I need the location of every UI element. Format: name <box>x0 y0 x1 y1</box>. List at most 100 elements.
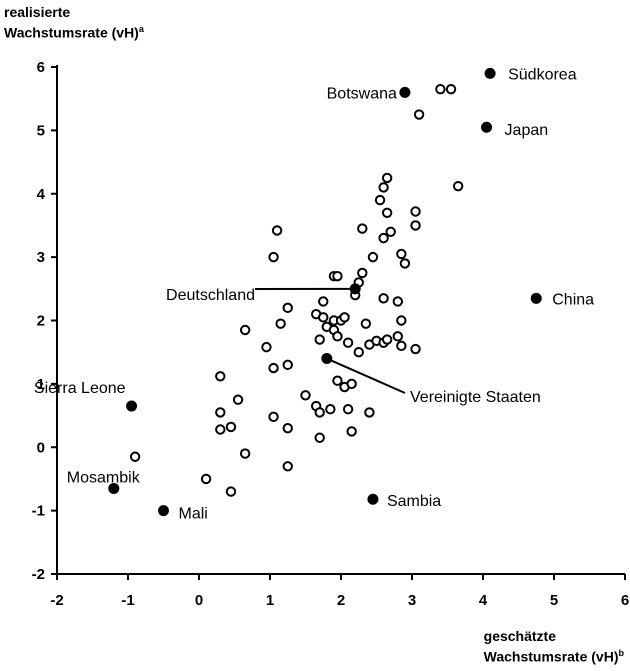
y-axis-title-text: Wachstumsrate (vH) <box>4 24 139 41</box>
x-axis-title-line2: Wachstumsrate (vH)b <box>484 645 624 666</box>
open-data-point <box>232 394 244 405</box>
open-data-point <box>392 296 403 307</box>
open-data-point <box>452 180 464 192</box>
open-data-point <box>396 315 407 326</box>
filled-data-point <box>158 505 169 517</box>
open-data-point <box>339 312 350 323</box>
filled-data-point <box>484 67 496 79</box>
open-data-point <box>268 251 279 263</box>
open-data-point <box>314 334 325 345</box>
open-data-point <box>129 451 141 462</box>
open-data-point <box>396 340 407 352</box>
open-data-point <box>378 293 389 304</box>
point-label: Deutschland <box>166 287 255 304</box>
filled-data-point <box>126 400 138 412</box>
x-tick-label: 4 <box>479 592 488 609</box>
open-data-point <box>381 334 393 345</box>
filled-data-point <box>367 493 379 505</box>
x-axis-title-text: Wachstumsrate (vH) <box>483 648 619 665</box>
open-data-point <box>239 324 251 336</box>
y-axis-title-footnote: a <box>138 24 144 34</box>
y-tick-label: 3 <box>37 249 45 266</box>
point-label: Sierra Leone <box>34 380 126 397</box>
filled-data-point <box>349 283 361 295</box>
open-data-point <box>410 206 421 217</box>
point-label: Botswana <box>327 85 397 102</box>
open-data-point <box>314 407 325 418</box>
open-data-point <box>314 432 325 443</box>
y-tick-label: 2 <box>37 313 45 330</box>
point-label: Mosambik <box>67 469 141 486</box>
filled-data-point <box>321 353 333 365</box>
open-data-point <box>225 421 237 433</box>
y-axis-title: realisierte Wachstumsrate (vH)a <box>4 4 144 42</box>
open-data-point <box>360 318 372 329</box>
open-data-point <box>385 226 396 237</box>
y-tick-label: -1 <box>32 503 45 520</box>
open-data-point <box>215 407 226 418</box>
y-tick-label: 4 <box>37 186 46 203</box>
open-data-point <box>268 411 279 423</box>
open-data-point <box>399 258 411 269</box>
open-data-point <box>364 407 375 418</box>
open-data-point <box>445 83 457 95</box>
open-data-point <box>215 424 226 435</box>
open-data-point <box>239 448 251 459</box>
x-tick-label: 3 <box>408 592 416 609</box>
x-tick-label: -1 <box>121 592 134 609</box>
open-data-point <box>346 426 357 437</box>
open-data-point <box>392 331 403 342</box>
y-axis-title-line2: Wachstumsrate (vH)a <box>4 21 144 42</box>
open-data-point <box>325 404 336 415</box>
filled-data-point <box>530 292 542 304</box>
open-data-point <box>367 251 379 263</box>
open-data-point <box>271 225 283 236</box>
point-label: Südkorea <box>508 66 577 83</box>
x-tick-label: 1 <box>266 592 274 609</box>
open-data-point <box>282 359 293 371</box>
open-data-point <box>410 343 421 355</box>
point-label: Mali <box>179 506 208 523</box>
y-tick-label: -2 <box>32 566 45 583</box>
open-data-point <box>332 331 343 342</box>
y-axis-title-line1: realisierte <box>4 4 71 20</box>
filled-data-point <box>108 482 120 494</box>
y-tick-label: 6 <box>37 59 45 76</box>
open-data-point <box>381 207 393 218</box>
open-data-point <box>342 337 354 348</box>
y-tick-label: 0 <box>37 439 45 456</box>
x-axis-title-line1: geschätzte <box>483 628 556 644</box>
open-data-point <box>318 296 329 307</box>
open-data-point <box>410 220 421 231</box>
open-data-point <box>378 232 389 244</box>
point-label: China <box>552 291 594 308</box>
x-tick-label: 2 <box>337 592 345 609</box>
open-data-point <box>346 378 357 390</box>
open-data-point <box>396 248 407 260</box>
open-data-point <box>435 83 446 95</box>
x-axis-title-footnote: b <box>618 648 625 658</box>
open-data-point <box>261 341 272 353</box>
open-data-point <box>357 267 368 279</box>
filled-data-point <box>399 86 411 98</box>
y-tick-label: 1 <box>37 376 45 393</box>
open-data-point <box>381 172 393 184</box>
open-data-point <box>332 270 343 282</box>
filled-data-point <box>481 121 493 133</box>
open-data-point <box>342 404 354 415</box>
open-data-point <box>374 194 386 206</box>
open-data-point <box>282 423 293 434</box>
x-tick-label: 5 <box>550 592 558 609</box>
point-label: Japan <box>505 122 549 139</box>
open-data-point <box>215 371 226 382</box>
leader-line <box>326 357 406 394</box>
open-data-point <box>275 318 286 329</box>
open-data-point <box>282 461 293 472</box>
x-tick-label: 6 <box>621 592 629 609</box>
x-tick-label: -2 <box>50 592 63 609</box>
point-label: Vereinigte Staaten <box>410 389 541 406</box>
y-tick-label: 5 <box>37 122 45 139</box>
open-data-point <box>300 390 311 401</box>
open-data-point <box>378 182 389 193</box>
